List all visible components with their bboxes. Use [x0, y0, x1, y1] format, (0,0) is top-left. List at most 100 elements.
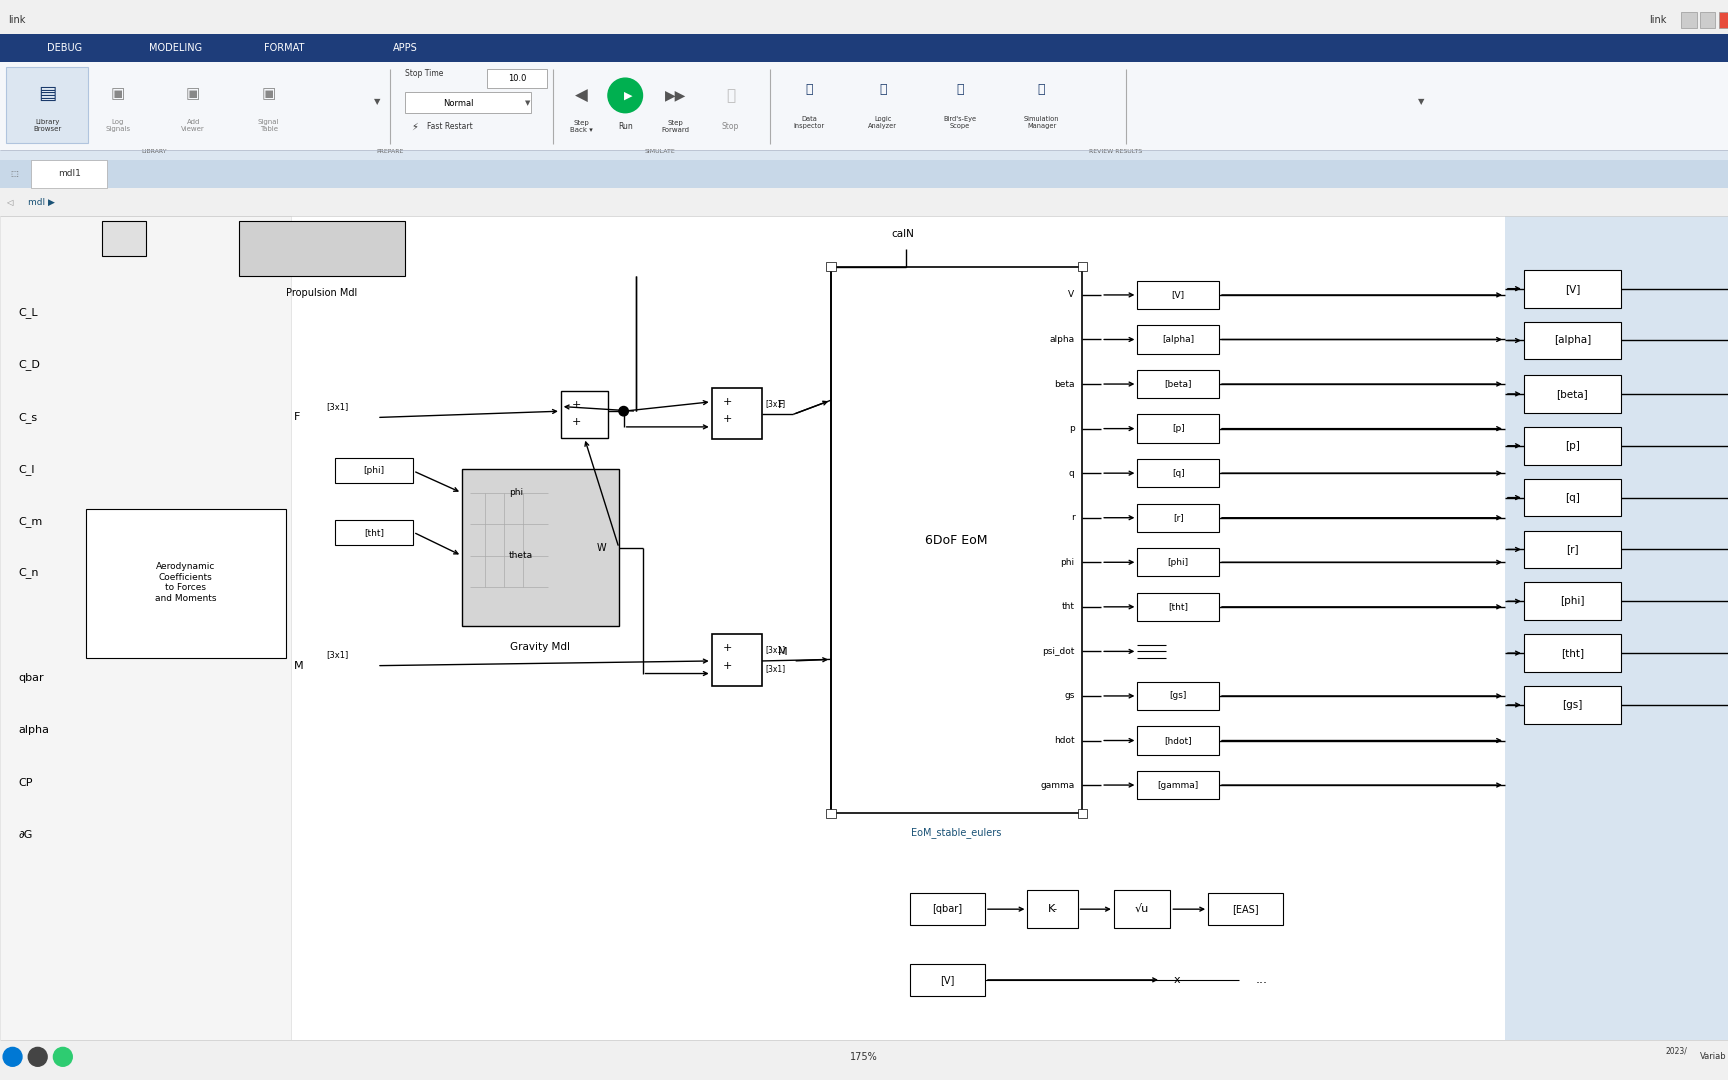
Text: [3x1]: [3x1] [766, 646, 785, 654]
Text: link: link [9, 15, 26, 25]
Text: Run: Run [619, 122, 632, 132]
Text: [r]: [r] [1566, 544, 1579, 554]
Text: C_D: C_D [19, 359, 41, 369]
Text: M: M [778, 647, 788, 657]
Text: [3x1]: [3x1] [766, 399, 785, 408]
Text: [p]: [p] [1172, 424, 1185, 433]
Text: FORMAT: FORMAT [264, 43, 304, 53]
Bar [1524, 478, 1621, 516]
Text: 📈: 📈 [956, 83, 964, 96]
Text: [q]: [q] [1172, 469, 1185, 477]
Text: mdl ▶: mdl ▶ [28, 198, 55, 206]
Circle shape [3, 1048, 22, 1066]
Text: Gravity Mdl: Gravity Mdl [510, 642, 570, 652]
Text: [tht]: [tht] [1168, 603, 1189, 611]
Text: theta: theta [510, 551, 534, 561]
Text: APPS: APPS [392, 43, 418, 53]
Circle shape [619, 406, 629, 416]
Text: [gs]: [gs] [1562, 700, 1583, 710]
Text: ▶▶: ▶▶ [665, 89, 686, 103]
Text: [3x1]: [3x1] [327, 402, 349, 411]
Bar [1078, 262, 1087, 271]
Text: ▤: ▤ [38, 84, 57, 104]
Text: x: x [1173, 975, 1180, 985]
Text: K-: K- [1047, 904, 1058, 914]
Bar [1700, 12, 1716, 28]
Bar [335, 519, 413, 544]
Text: 6DoF EoM: 6DoF EoM [926, 534, 988, 546]
Bar [1115, 890, 1170, 928]
Bar [1137, 681, 1218, 710]
Text: [phi]: [phi] [363, 467, 384, 475]
Text: LIBRARY: LIBRARY [142, 149, 168, 154]
Text: Signal
Table: Signal Table [257, 119, 280, 132]
Text: ⚡: ⚡ [411, 122, 418, 132]
Text: 175%: 175% [850, 1052, 878, 1062]
Bar [1137, 415, 1218, 443]
Text: [V]: [V] [940, 975, 954, 985]
Bar [0, 63, 1728, 160]
Text: ▣: ▣ [261, 86, 276, 102]
Bar [487, 69, 546, 87]
Text: √u: √u [1135, 904, 1149, 914]
Text: ⬚: ⬚ [10, 170, 17, 178]
Text: C_m: C_m [19, 515, 43, 527]
Text: tht: tht [1061, 603, 1075, 611]
Text: +: + [722, 396, 733, 407]
Text: ▶: ▶ [624, 91, 632, 100]
Bar [0, 63, 1728, 150]
Text: link: link [1650, 15, 1668, 25]
Bar [1137, 771, 1218, 799]
Bar [909, 964, 985, 996]
Text: Fast Restart: Fast Restart [427, 122, 473, 132]
Text: +: + [572, 417, 581, 428]
Bar [1137, 727, 1218, 755]
Text: Propulsion Mdl: Propulsion Mdl [287, 288, 358, 298]
Text: [hdot]: [hdot] [1165, 735, 1192, 745]
Text: [3x1]: [3x1] [766, 664, 785, 673]
Text: +: + [572, 400, 581, 410]
Bar [31, 160, 107, 188]
Text: gs: gs [1064, 691, 1075, 701]
Bar [1524, 634, 1621, 672]
Bar [1137, 370, 1218, 399]
Text: [qbar]: [qbar] [931, 904, 962, 914]
Bar [1524, 530, 1621, 568]
Text: Simulation
Manager: Simulation Manager [1023, 116, 1059, 129]
Text: ...: ... [1255, 973, 1267, 986]
Text: [beta]: [beta] [1165, 379, 1192, 389]
Text: [3x1]: [3x1] [327, 650, 349, 659]
Bar [909, 893, 985, 924]
Text: [p]: [p] [1566, 441, 1579, 450]
Bar [712, 388, 762, 440]
Text: mdl1: mdl1 [57, 170, 81, 178]
Bar [1137, 593, 1218, 621]
Text: calN: calN [892, 229, 914, 239]
Text: alpha: alpha [19, 725, 50, 735]
Text: +: + [722, 644, 733, 653]
Bar [0, 216, 290, 1040]
Text: hdot: hdot [1054, 735, 1075, 745]
Bar [1078, 809, 1087, 818]
Text: [q]: [q] [1566, 492, 1579, 502]
Text: q: q [1068, 469, 1075, 477]
Bar [831, 267, 1082, 813]
Bar [1137, 281, 1218, 309]
Text: F: F [294, 413, 301, 422]
Text: V: V [1068, 291, 1075, 299]
Bar [1524, 270, 1621, 308]
Bar [406, 92, 530, 112]
Bar [1137, 549, 1218, 577]
Text: Bird's-Eye
Scope: Bird's-Eye Scope [943, 116, 976, 129]
Text: [alpha]: [alpha] [1163, 335, 1194, 345]
Text: C_L: C_L [19, 307, 38, 318]
Bar [712, 634, 762, 686]
Text: psi_dot: psi_dot [1042, 647, 1075, 656]
Text: DEBUG: DEBUG [47, 43, 83, 53]
Text: [phi]: [phi] [1560, 596, 1585, 606]
Text: Variab: Variab [1700, 1052, 1726, 1062]
Text: phi: phi [1061, 557, 1075, 567]
Bar [1524, 686, 1621, 724]
Text: phi: phi [510, 488, 524, 498]
Text: [V]: [V] [1172, 291, 1185, 299]
